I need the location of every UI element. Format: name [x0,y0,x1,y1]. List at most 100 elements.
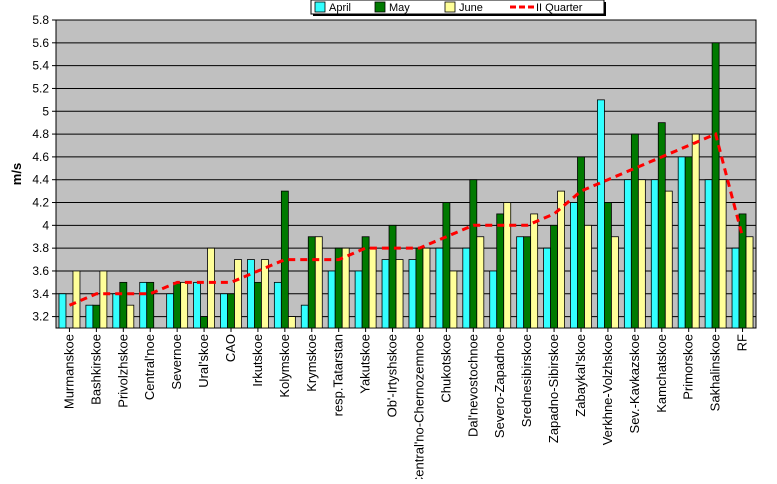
legend-label: II Quarter [536,2,583,14]
x-tick-label: Severnoe [169,334,184,390]
bar-june [745,236,754,329]
bar-june [341,247,350,329]
x-tick-label: Zabaykal'skoe [573,334,588,417]
bar-june [72,270,81,329]
bar-may [254,281,262,329]
bar-may [227,293,235,329]
bar-june [530,213,539,329]
y-tick-label: 4.2 [32,196,49,210]
bar-april [731,247,740,329]
legend: April May June II Quarter [310,0,606,16]
x-ticks: Murmanskoe Bashkirskoe Privolzhskoe Central… [62,328,750,484]
bar-june [314,236,323,329]
x-tick-label: RF [735,334,750,351]
bar-april [704,179,713,329]
bar-april [623,179,632,329]
y-tick-label: 4.6 [32,150,49,164]
x-tick-label: Severo-Zapadnoe [492,334,507,438]
y-tick-label: 5.4 [32,59,49,73]
bar-june [395,259,404,329]
y-tick-label: 3.2 [32,310,49,324]
bar-june [476,236,485,329]
x-tick-label: Murmanskoe [62,334,77,409]
line-ii-quarter [68,132,744,307]
bar-april [489,270,498,329]
bar-june [637,179,646,329]
x-tick-label: Bashkirskoe [88,334,103,405]
bar-may [469,179,478,329]
bar-may [119,281,128,329]
bar-april [543,247,551,329]
bar-april [112,293,121,329]
y-tick-label: 5 [42,104,49,118]
bar-april [381,259,390,329]
x-tick-label: Dal'nevostochnoe [465,334,480,437]
bar-april [354,270,363,329]
bar-may [388,224,397,329]
bar-june [207,247,215,329]
bar-april [650,179,659,329]
bar-may [200,316,208,329]
legend-shadow-right [604,2,606,15]
legend-items: April May June II Quarter [314,1,583,14]
x-tick-label: Sev.-Kavkazskoe [627,334,642,433]
bar-april [58,293,67,329]
bar-june [584,224,592,329]
bar-april [273,281,282,329]
bar-may [657,122,666,329]
y-tick-label: 5.2 [32,81,49,95]
bar-may [415,247,424,329]
bar-april [300,304,309,329]
bar-june [422,247,431,329]
bar-april [247,259,255,329]
y-tick-label: 5.6 [32,36,49,50]
bar-june [557,190,565,329]
y-tick-label: 3.4 [32,287,49,301]
bar-may [684,156,693,329]
legend-label: May [389,2,410,14]
y-tick-label: 4 [42,218,49,232]
bar-june [368,247,377,329]
bar-april [139,281,148,329]
y-ticks: 3.2 3.4 3.6 3.8 4 4.2 4.4 4.6 4.8 5 5.2 5.4 5.6 5.8 [32,13,56,324]
line-layer [68,132,744,307]
x-tick-label: Kamchatskoe [654,334,669,413]
legend-label: June [459,2,483,14]
bar-may [630,133,639,329]
bar-may [711,42,720,329]
x-tick-label: resp.Tatarstan [331,334,346,416]
x-tick-label: Krymskoe [304,334,319,392]
x-tick-label: Central'noe [142,334,157,400]
bar-june [180,281,189,329]
bar-june [261,259,269,329]
bar-april [597,99,605,329]
y-tick-label: 4.4 [32,173,49,187]
x-tick-label: Zapadno-Sibirskoe [546,334,561,443]
bar-may [523,236,532,329]
bar-june [287,316,296,329]
bar-june [449,270,458,329]
bar-april [166,293,175,329]
bar-april [327,270,336,329]
bar-april [435,247,444,329]
x-tick-label: Privolzhskoe [115,334,130,408]
bar-may [577,156,585,329]
bar-may [307,236,316,329]
x-tick-label: Ob'-Irtyshskoe [385,334,400,417]
bar-june [234,259,242,329]
bar-june [611,236,619,329]
legend-swatch [444,1,456,13]
legend-swatch [374,1,386,13]
x-tick-label: Kolymskoe [277,334,292,398]
legend-shadow-bottom [313,14,606,16]
bar-april [570,202,578,329]
x-tick-label: CAO [223,334,238,362]
x-tick-label: Central'no-Chernozemnoe [412,334,427,479]
bar-may [442,202,451,329]
x-tick-label: Ural'skoe [196,334,211,388]
legend-label: April [329,2,351,14]
bar-april [85,304,94,329]
bar-june [691,133,700,329]
